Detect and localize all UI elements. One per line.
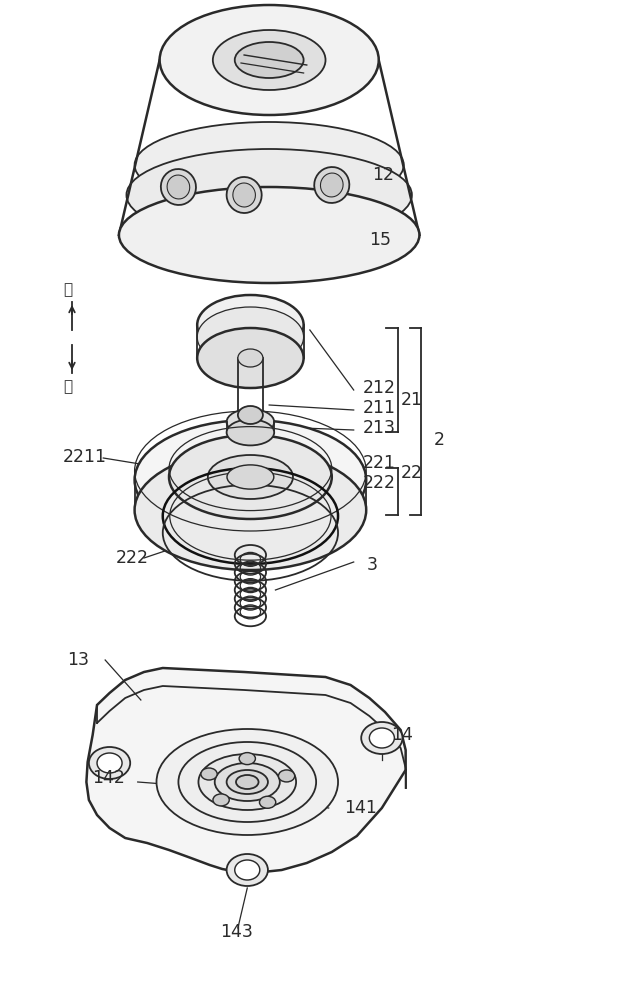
Ellipse shape <box>227 409 274 435</box>
Ellipse shape <box>135 450 366 570</box>
Text: 12: 12 <box>372 166 394 184</box>
Ellipse shape <box>233 183 255 207</box>
Text: 142: 142 <box>92 769 125 787</box>
Text: 211: 211 <box>363 399 396 417</box>
Text: 14: 14 <box>391 726 413 744</box>
Ellipse shape <box>279 770 295 782</box>
Ellipse shape <box>197 328 304 388</box>
Ellipse shape <box>135 122 404 208</box>
Ellipse shape <box>160 5 379 115</box>
Text: 3: 3 <box>366 556 377 574</box>
Ellipse shape <box>213 30 326 90</box>
Ellipse shape <box>321 173 343 197</box>
Text: 212: 212 <box>363 379 396 397</box>
Text: 13: 13 <box>67 651 89 669</box>
Ellipse shape <box>238 406 263 424</box>
Polygon shape <box>86 668 406 873</box>
Ellipse shape <box>238 349 263 367</box>
Ellipse shape <box>156 729 338 835</box>
Text: 下: 下 <box>63 379 73 394</box>
Ellipse shape <box>260 796 275 808</box>
Text: 2211: 2211 <box>63 448 106 466</box>
Ellipse shape <box>208 455 293 499</box>
Ellipse shape <box>227 854 268 886</box>
Ellipse shape <box>369 728 394 748</box>
Text: 143: 143 <box>220 923 254 941</box>
Ellipse shape <box>135 420 366 540</box>
Ellipse shape <box>97 753 122 773</box>
Text: 141: 141 <box>344 799 377 817</box>
Text: 22: 22 <box>401 464 423 482</box>
Ellipse shape <box>119 187 419 283</box>
Ellipse shape <box>239 753 255 765</box>
Ellipse shape <box>215 763 280 801</box>
Text: 15: 15 <box>369 231 391 249</box>
Ellipse shape <box>169 435 332 519</box>
Ellipse shape <box>126 149 412 241</box>
Ellipse shape <box>235 42 304 78</box>
Ellipse shape <box>314 167 349 203</box>
Ellipse shape <box>227 770 268 794</box>
Ellipse shape <box>89 747 130 779</box>
Ellipse shape <box>236 775 259 789</box>
Text: 221: 221 <box>363 454 396 472</box>
Ellipse shape <box>227 177 262 213</box>
Ellipse shape <box>161 169 196 205</box>
Ellipse shape <box>213 794 229 806</box>
Text: 222: 222 <box>116 549 149 567</box>
Text: 222: 222 <box>363 474 396 492</box>
Ellipse shape <box>361 722 403 754</box>
Ellipse shape <box>198 754 296 810</box>
Ellipse shape <box>227 419 274 445</box>
Ellipse shape <box>227 465 274 489</box>
Text: 上: 上 <box>63 282 73 298</box>
Ellipse shape <box>197 307 304 367</box>
Text: 2: 2 <box>434 431 445 449</box>
Text: 213: 213 <box>363 419 396 437</box>
Ellipse shape <box>167 175 190 199</box>
Ellipse shape <box>235 860 260 880</box>
Ellipse shape <box>197 295 304 355</box>
Ellipse shape <box>178 742 316 822</box>
Ellipse shape <box>201 768 217 780</box>
Text: 21: 21 <box>401 391 423 409</box>
